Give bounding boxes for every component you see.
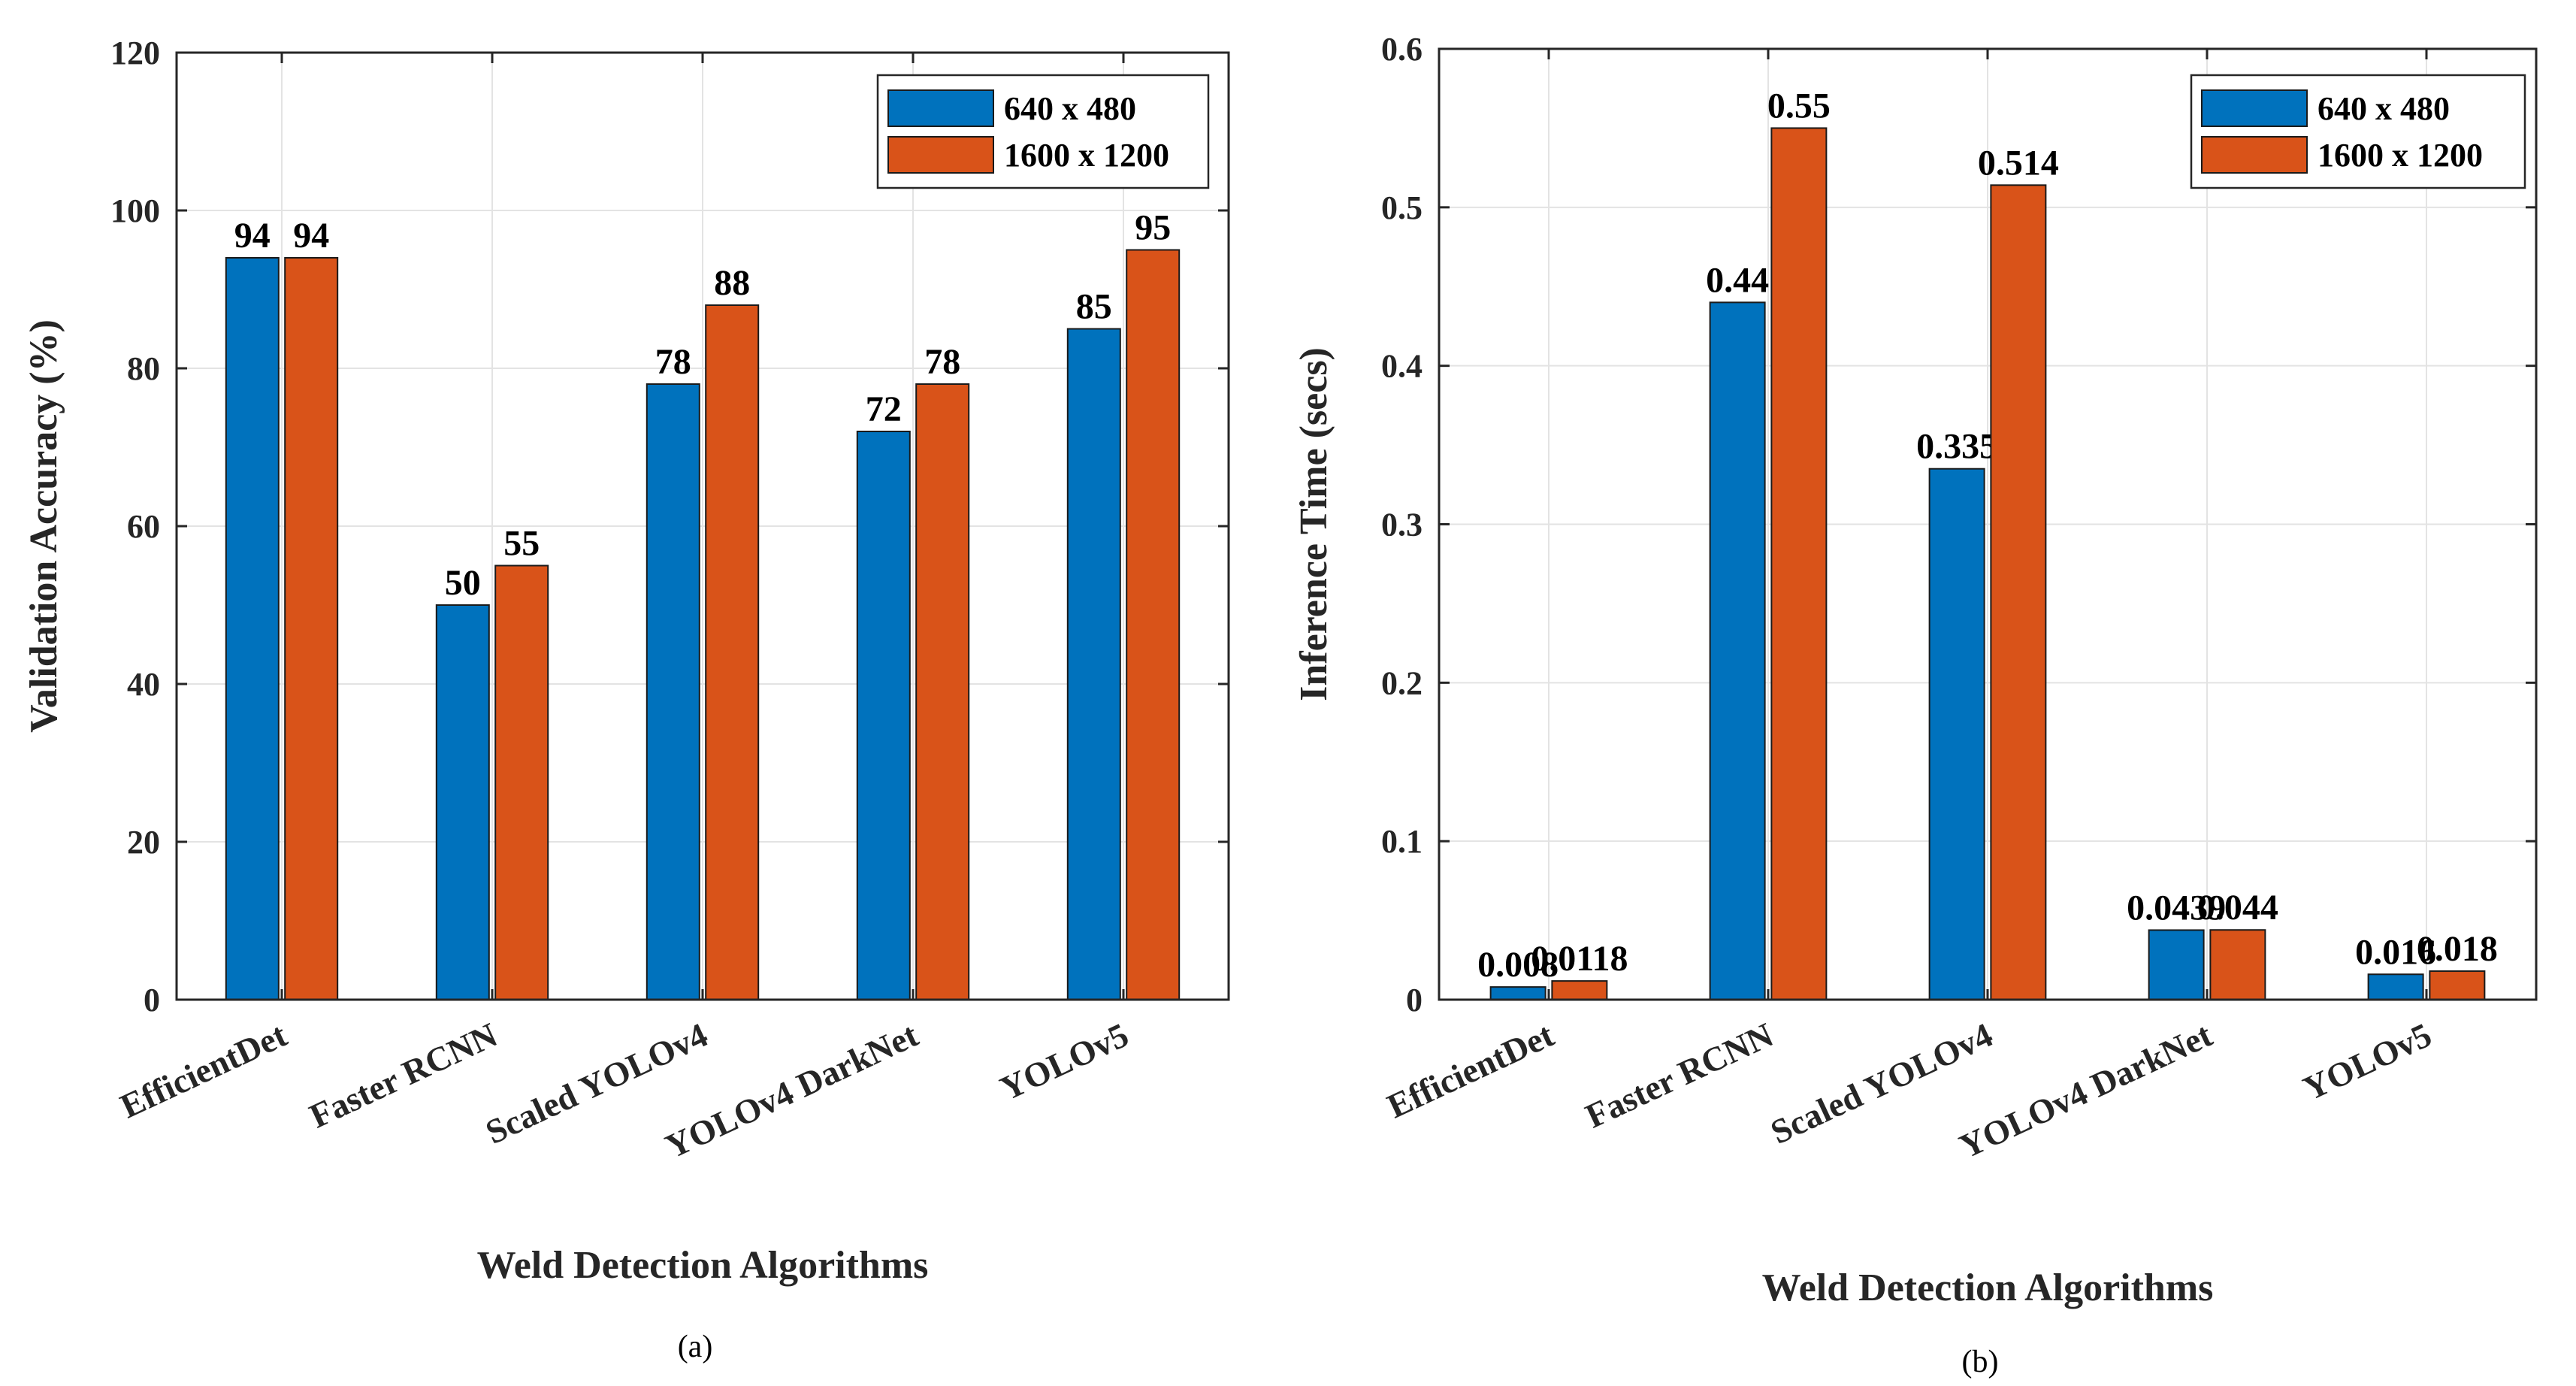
y-tick-label: 0.6	[1381, 31, 1423, 68]
bar-scaled-yolov4-640-x-480	[646, 383, 700, 1000]
y-tick-label: 100	[110, 192, 160, 229]
y-axis-label: Validation Accuracy (%)	[23, 319, 65, 733]
bar-yolov4-darknet-1600-x-1200	[2209, 929, 2266, 1000]
data-label: 85	[1076, 287, 1112, 327]
y-tick-label: 80	[127, 350, 160, 387]
legend-label: 1600 x 1200	[2317, 137, 2483, 174]
y-axis: 0 20 40 60 80 100 120	[110, 35, 1229, 1018]
legend-label: 640 x 480	[1004, 90, 1136, 127]
data-label: 78	[924, 342, 960, 382]
data-label: 0.044	[2197, 888, 2278, 928]
data-label: 94	[293, 216, 329, 256]
x-tick-label: YOLOv5	[2297, 1015, 2437, 1108]
data-label: 95	[1135, 208, 1171, 248]
data-label: 0.55	[1767, 86, 1831, 126]
bars: 94 50 78 72 85 94 55 88 78 95	[225, 208, 1181, 1000]
y-tick-label: 0.3	[1381, 507, 1423, 543]
x-tick-label: YOLOv5	[994, 1015, 1134, 1108]
bar-scaled-yolov4-640-x-480	[1928, 468, 1985, 1000]
data-label: 55	[503, 524, 540, 564]
y-tick-label: 0.1	[1381, 823, 1423, 860]
figure-caption: (a)	[678, 1330, 713, 1364]
bar-scaled-yolov4-1600-x-1200	[705, 304, 760, 1000]
data-label: 50	[445, 563, 481, 603]
legend-label: 1600 x 1200	[1004, 137, 1169, 174]
bar-faster-rcnn-1600-x-1200	[1770, 127, 1828, 1001]
bar-yolov5-640-x-480	[2367, 973, 2424, 1001]
x-tick-label: YOLOv4 DarkNet	[1954, 1015, 2218, 1166]
x-axis-label: Weld Detection Algorithms	[477, 1244, 929, 1287]
bar-yolov5-1600-x-1200	[1126, 249, 1181, 1000]
y-tick-label: 60	[127, 508, 160, 545]
x-tick-label: Faster RCNN	[1580, 1015, 1779, 1136]
bar-efficientdet-640-x-480	[1489, 986, 1547, 1000]
data-label: 0.0118	[1531, 939, 1628, 979]
data-label: 0.018	[2417, 929, 2498, 969]
legend-swatch-640-x-480	[887, 89, 994, 127]
data-label: 0.016	[2355, 932, 2436, 972]
y-axis: 0 0.1 0.2 0.3 0.4 0.5 0.6	[1381, 31, 2536, 1018]
figure-caption: (b)	[1962, 1345, 1999, 1379]
legend: 640 x 480 1600 x 1200	[2190, 74, 2526, 189]
x-tick-label: EfficientDet	[1381, 1015, 1559, 1126]
legend-swatch-640-x-480	[2201, 89, 2308, 127]
y-tick-label: 0.5	[1381, 189, 1423, 226]
legend-label: 640 x 480	[2317, 90, 2450, 127]
data-label: 94	[234, 216, 271, 256]
y-tick-label: 0.4	[1381, 348, 1423, 385]
bar-yolov4-darknet-640-x-480	[2148, 929, 2205, 1001]
bar-efficientdet-640-x-480	[225, 257, 280, 1000]
x-tick-label: EfficientDet	[114, 1015, 292, 1126]
y-tick-label: 0	[1406, 982, 1423, 1018]
legend: 640 x 480 1600 x 1200	[876, 74, 1210, 189]
data-label: 0.44	[1706, 260, 1769, 300]
y-tick-label: 0.2	[1381, 664, 1423, 701]
data-label: 72	[866, 389, 902, 429]
x-axis-label: Weld Detection Algorithms	[1762, 1266, 2214, 1309]
y-tick-label: 120	[110, 35, 160, 71]
bar-yolov4-darknet-640-x-480	[856, 431, 911, 1000]
bar-yolov5-640-x-480	[1066, 328, 1121, 1000]
grid	[177, 53, 1229, 1000]
data-label: 0.0439	[2127, 888, 2226, 928]
data-label: 0.514	[1978, 143, 2059, 183]
y-tick-label: 40	[127, 666, 160, 703]
bar-scaled-yolov4-1600-x-1200	[1990, 184, 2047, 1001]
data-label: 0.335	[1916, 427, 1997, 467]
bar-efficientdet-1600-x-1200	[284, 257, 339, 1000]
bar-faster-rcnn-640-x-480	[435, 604, 490, 1000]
grid	[1439, 49, 2536, 1000]
data-label: 78	[655, 342, 691, 382]
data-label: 88	[714, 263, 750, 303]
bar-yolov5-1600-x-1200	[2429, 970, 2486, 1001]
bar-efficientdet-1600-x-1200	[1551, 980, 1608, 1001]
bar-faster-rcnn-640-x-480	[1709, 301, 1766, 1001]
bar-yolov4-darknet-1600-x-1200	[915, 383, 970, 1000]
legend-swatch-1600-x-1200	[2201, 136, 2308, 174]
bars: 0.008 0.44 0.335 0.0439 0.016 0.0118 0.55 0.514…	[1477, 86, 2498, 1001]
chart-a: 94 50 78 72 85 94 55 88 78 95 0 20 40 60 80 100 120 Effic…	[23, 35, 1230, 1364]
x-tick-label: Faster RCNN	[304, 1015, 503, 1136]
legend-swatch-1600-x-1200	[887, 136, 994, 174]
y-tick-label: 20	[127, 824, 160, 861]
bar-faster-rcnn-1600-x-1200	[494, 564, 549, 1000]
chart-b: 0.008 0.44 0.335 0.0439 0.016 0.0118 0.55 0.514…	[1293, 31, 2538, 1379]
y-tick-label: 0	[144, 982, 160, 1018]
data-label: 0.008	[1477, 945, 1559, 985]
y-axis-label: Inference Time (secs)	[1293, 347, 1335, 701]
